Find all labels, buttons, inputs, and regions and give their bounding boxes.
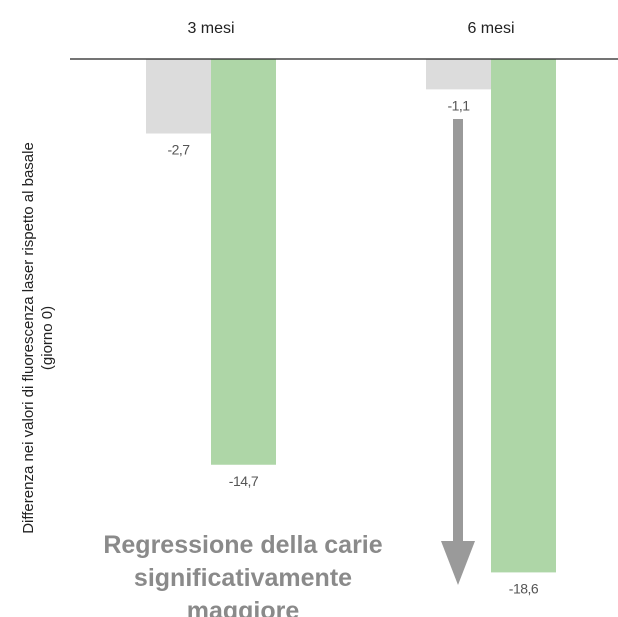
annotation-callout: Regressione della carie significativament…	[103, 531, 382, 617]
data-label: -14,7	[229, 473, 259, 489]
data-labels: -2,7 -14,7 -1,1 -18,6	[167, 97, 539, 596]
data-label: -1,1	[447, 97, 470, 113]
y-axis-label-line: (giorno 0)	[39, 306, 56, 370]
bars-group	[146, 59, 556, 573]
y-axis-label: Differenza nei valori di fluorescenza la…	[20, 142, 56, 534]
bar	[491, 59, 556, 573]
annotation-line: significativamente	[134, 564, 352, 592]
annotation-line: maggiore	[187, 597, 300, 617]
y-axis-label-line: Differenza nei valori di fluorescenza la…	[20, 142, 37, 534]
down-arrow-icon	[441, 119, 475, 585]
bar	[211, 59, 276, 465]
category-ticks: 3 mesi 6 mesi	[187, 20, 514, 37]
y-axis-label-text: Differenza nei valori di fluorescenza la…	[20, 142, 56, 534]
data-label: -18,6	[509, 580, 539, 596]
data-label: -2,7	[167, 142, 190, 158]
bar	[146, 59, 211, 134]
bar	[426, 59, 491, 90]
category-tick-label: 3 mesi	[187, 20, 234, 37]
category-tick-label: 6 mesi	[467, 20, 514, 37]
annotation-line: Regressione della carie	[103, 531, 382, 559]
